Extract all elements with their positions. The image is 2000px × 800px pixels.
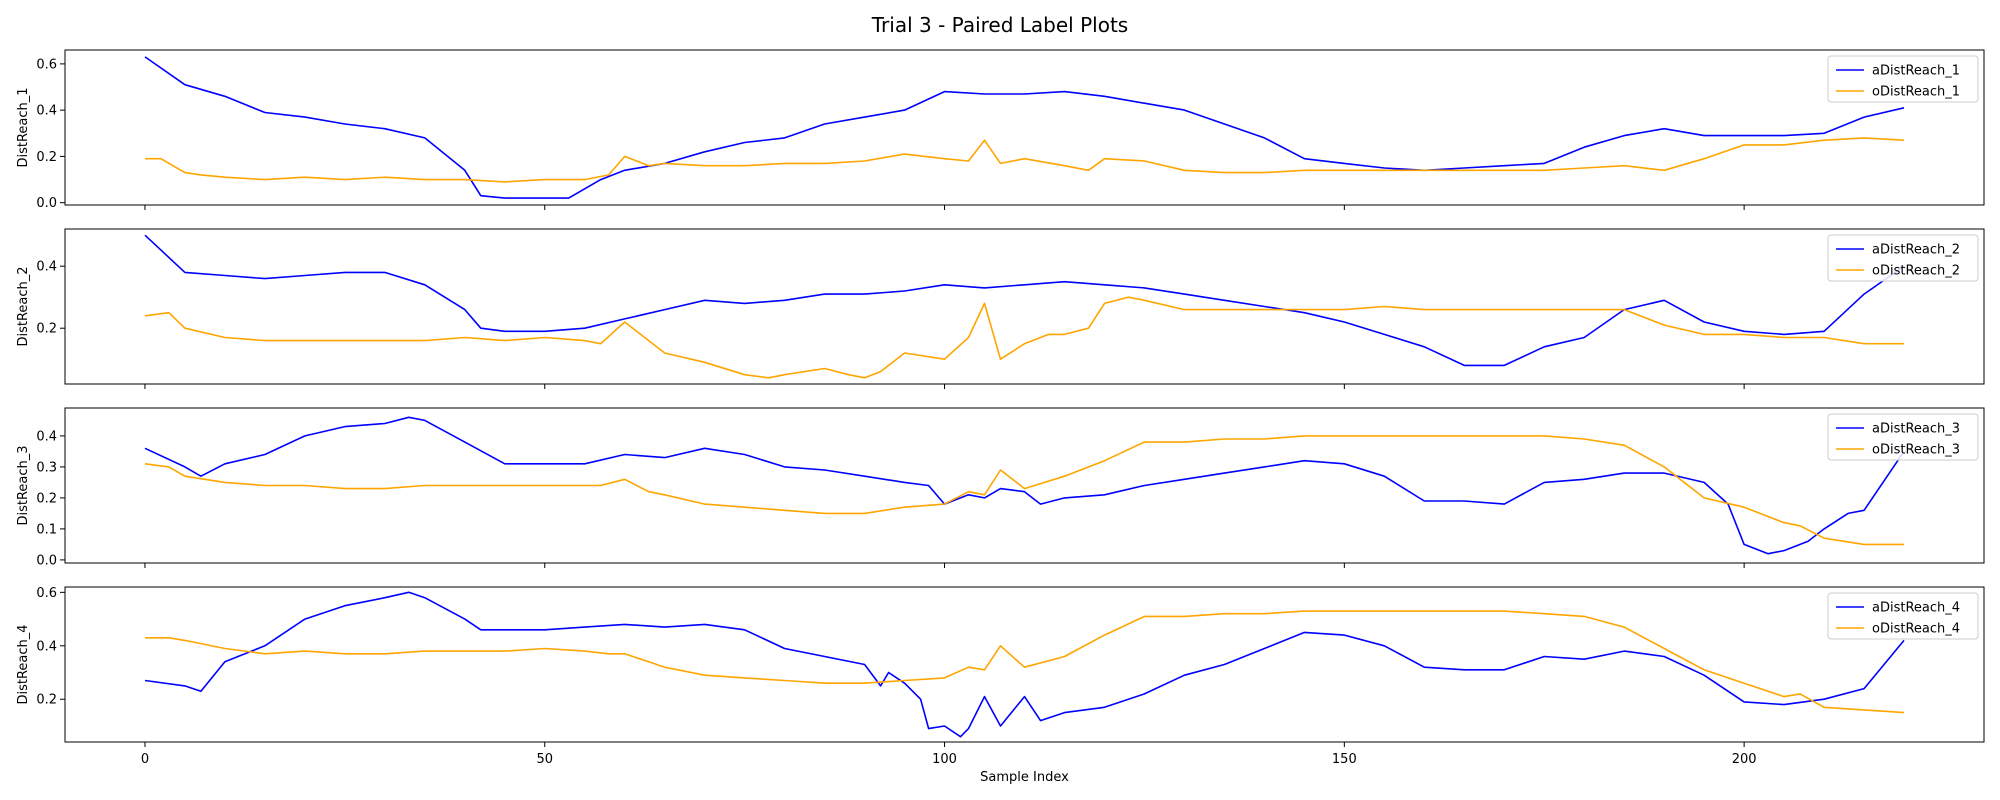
x-tick-label: 150 [1332, 752, 1357, 767]
series-line-aDistReach_4 [144, 591, 1905, 738]
y-tick-label: 0.4 [36, 260, 57, 275]
x-axis-label: Sample Index [980, 770, 1069, 785]
y-tick-label: 0.6 [36, 57, 57, 72]
legend: aDistReach_3 oDistReach_3 [1827, 413, 1979, 461]
y-tick-label: 0.3 [36, 460, 57, 475]
legend-label: oDistReach_3 [1872, 443, 1960, 458]
y-tick-label: 0.2 [36, 322, 57, 337]
y-tick-label: 0.0 [36, 196, 57, 211]
subplot-2: 0.2 0.4 DistReach_2 aDistReach_2 oDistReach_… [16, 228, 1985, 389]
series-line-oDistReach_3 [144, 435, 1904, 546]
y-axis-label: DistReach_2 [16, 266, 31, 346]
axes-frame [64, 228, 1985, 385]
x-tick-label: 0 [141, 752, 149, 767]
y-axis-label: DistReach_4 [16, 624, 31, 704]
legend-label: aDistReach_4 [1872, 601, 1960, 616]
y-axis-label: DistReach_1 [16, 87, 31, 167]
y-tick-label: 0.4 [36, 104, 57, 119]
y-tick-label: 0.2 [36, 693, 57, 708]
legend-box [1827, 413, 1979, 461]
y-tick-label: 0.2 [36, 491, 57, 506]
y-tick-label: 0.6 [36, 586, 57, 601]
legend-label: oDistReach_4 [1872, 622, 1960, 637]
x-tick-label: 50 [536, 752, 553, 767]
legend-label: aDistReach_2 [1872, 243, 1960, 258]
chart-title: Trial 3 - Paired Label Plots [871, 13, 1128, 37]
legend-label: aDistReach_3 [1872, 422, 1960, 437]
series-line-aDistReach_1 [144, 56, 1905, 199]
y-tick-label: 0.4 [36, 639, 57, 654]
subplot-3: 0.0 0.1 0.2 0.3 0.4 DistReach_3 aDistReach_3 oD… [16, 407, 1985, 568]
y-axis-label: DistReach_3 [16, 445, 31, 525]
legend: aDistReach_1 oDistReach_1 [1827, 55, 1979, 103]
legend: aDistReach_4 oDistReach_4 [1827, 592, 1979, 640]
axes-frame [64, 586, 1985, 743]
axes-frame [64, 407, 1985, 564]
legend-box [1827, 592, 1979, 640]
series-line-oDistReach_4 [145, 610, 1905, 714]
legend-box [1827, 55, 1979, 103]
y-tick-label: 0.2 [36, 150, 57, 165]
axes-frame [64, 49, 1985, 206]
x-tick-label: 200 [1732, 752, 1757, 767]
x-tick-label: 100 [932, 752, 957, 767]
subplot-panels: 0.0 0.2 0.4 0.6 DistReach_1 aDistReach_1 oDist… [16, 49, 1985, 767]
subplot-1: 0.0 0.2 0.4 0.6 DistReach_1 aDistReach_1 oDist… [16, 49, 1985, 211]
series-line-oDistReach_2 [144, 296, 1904, 379]
legend: aDistReach_2 oDistReach_2 [1827, 234, 1979, 282]
legend-label: oDistReach_2 [1872, 264, 1960, 279]
series-line-oDistReach_1 [145, 137, 1905, 183]
subplot-4: 0.2 0.4 0.6 0 50 100 150 200 DistReach_4 aDistRea… [16, 586, 1985, 767]
series-line-aDistReach_2 [144, 234, 1905, 367]
legend-label: aDistReach_1 [1872, 64, 1960, 79]
y-tick-label: 0.1 [36, 522, 57, 537]
legend-box [1827, 234, 1979, 282]
y-tick-label: 0.4 [36, 429, 57, 444]
y-tick-label: 0.0 [36, 553, 57, 568]
series-line-aDistReach_3 [144, 416, 1905, 555]
legend-label: oDistReach_1 [1872, 85, 1960, 100]
